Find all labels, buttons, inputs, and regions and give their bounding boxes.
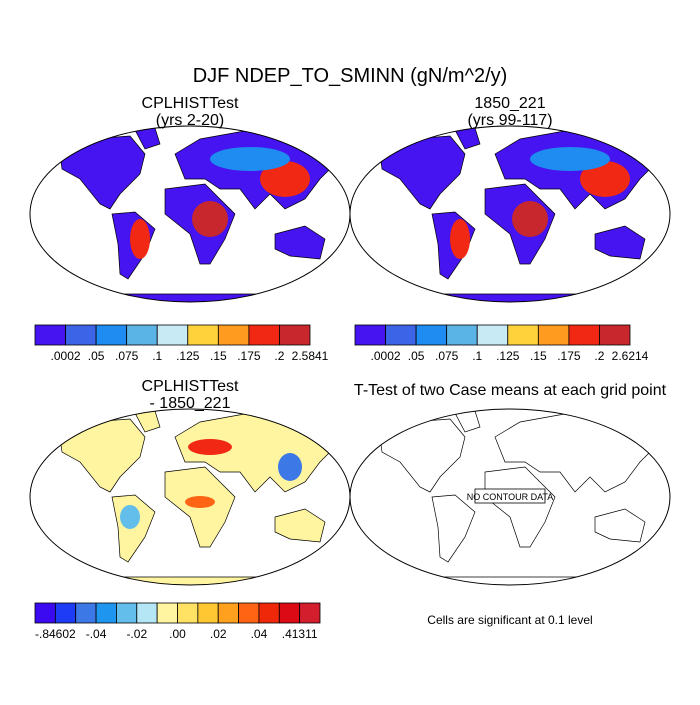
panel-title: CPLHISTTest <box>142 95 239 112</box>
colorbar-label: -.02 <box>126 627 147 641</box>
colorbar-box <box>537 324 570 346</box>
colorbar-box <box>217 324 250 346</box>
map <box>349 408 671 586</box>
colorbar-box <box>136 602 158 624</box>
field-patch <box>192 201 228 237</box>
colorbar-box <box>415 324 448 346</box>
colorbar-box <box>354 324 386 346</box>
field-patch <box>450 219 470 259</box>
colorbar-box <box>568 324 600 346</box>
annotation: NO CONTOUR DATA <box>467 492 554 502</box>
colorbar-label: .00 <box>169 627 186 641</box>
colorbar-label: .05 <box>88 349 105 363</box>
map <box>29 408 351 586</box>
field-patch <box>260 161 310 197</box>
colorbar-label: .175 <box>237 349 261 363</box>
colorbar-box <box>54 602 77 624</box>
colorbar-label: .175 <box>557 349 581 363</box>
colorbar-label: 2.6214 <box>612 349 649 363</box>
colorbar-box <box>95 324 128 346</box>
map-border <box>349 408 671 586</box>
panel-title: CPLHISTTest <box>142 378 239 395</box>
colorbar-label: .2 <box>274 349 284 363</box>
colorbar-label: .04 <box>251 627 268 641</box>
colorbar-label: .075 <box>115 349 139 363</box>
field-patch <box>188 439 232 455</box>
colorbar-label: .1 <box>152 349 162 363</box>
field-patch <box>120 505 140 529</box>
colorbar-box <box>75 602 97 624</box>
colorbar-box <box>599 324 631 346</box>
colorbar-box <box>299 602 321 624</box>
map <box>349 125 671 303</box>
map-content <box>379 127 661 302</box>
field-patch <box>185 496 215 508</box>
field-patch <box>512 201 548 237</box>
colorbar-label: .125 <box>496 349 520 363</box>
colorbar-label: 2.5841 <box>292 349 329 363</box>
colorbar-box <box>116 602 138 624</box>
colorbar-box <box>126 324 158 346</box>
figure-title: DJF NDEP_TO_SMINN (gN/m^2/y) <box>193 65 508 87</box>
colorbar-box <box>34 324 66 346</box>
colorbar-label: .02 <box>210 627 227 641</box>
colorbar-label: .1 <box>472 349 482 363</box>
colorbar-box <box>187 324 219 346</box>
panel-subtitle: (yrs 99-117) <box>467 112 552 129</box>
colorbar-box <box>34 602 56 624</box>
colorbar-box <box>156 324 189 346</box>
colorbar-box <box>385 324 417 346</box>
panel-subtitle: - 1850_221 <box>150 395 231 412</box>
colorbar-box <box>156 602 178 624</box>
colorbar-label: .15 <box>210 349 227 363</box>
colorbar-box <box>95 602 117 624</box>
colorbar-box <box>476 324 509 346</box>
colorbar-box <box>197 602 219 624</box>
panel-subtitle: (yrs 2-20) <box>156 112 224 129</box>
colorbar-label: .41311 <box>282 627 318 641</box>
colorbar-box <box>65 324 97 346</box>
map-border <box>349 125 671 303</box>
colorbar-label: .0002 <box>51 349 81 363</box>
colorbar-label: .15 <box>530 349 547 363</box>
annotation-box <box>474 488 546 504</box>
colorbar-label: .075 <box>435 349 459 363</box>
field-patch <box>130 219 150 259</box>
colorbar-box <box>507 324 539 346</box>
colorbar-box <box>446 324 478 346</box>
field-patch <box>278 453 302 481</box>
colorbar-label: .125 <box>176 349 200 363</box>
colorbar-box <box>238 602 260 624</box>
colorbar-label: -.04 <box>86 627 107 641</box>
colorbar-box <box>248 324 280 346</box>
colorbar-box <box>217 602 239 624</box>
field-patch <box>580 161 630 197</box>
panel-title: 1850_221 <box>474 95 545 112</box>
colorbar-box <box>279 324 311 346</box>
colorbar-label: -.84602 <box>35 627 76 641</box>
map-content <box>59 410 341 585</box>
field-patch <box>530 147 610 171</box>
map <box>29 125 351 303</box>
colorbar-label: .2 <box>594 349 604 363</box>
map-content <box>59 127 341 302</box>
colorbar-label: .05 <box>408 349 425 363</box>
field-patch <box>210 147 290 171</box>
colorbar-box <box>177 602 199 624</box>
panel-title: T-Test of two Case means at each grid po… <box>354 382 667 399</box>
note: Cells are significant at 0.1 level <box>427 613 592 627</box>
colorbar-box <box>278 602 301 624</box>
colorbar-box <box>258 602 280 624</box>
colorbar-label: .0002 <box>371 349 401 363</box>
